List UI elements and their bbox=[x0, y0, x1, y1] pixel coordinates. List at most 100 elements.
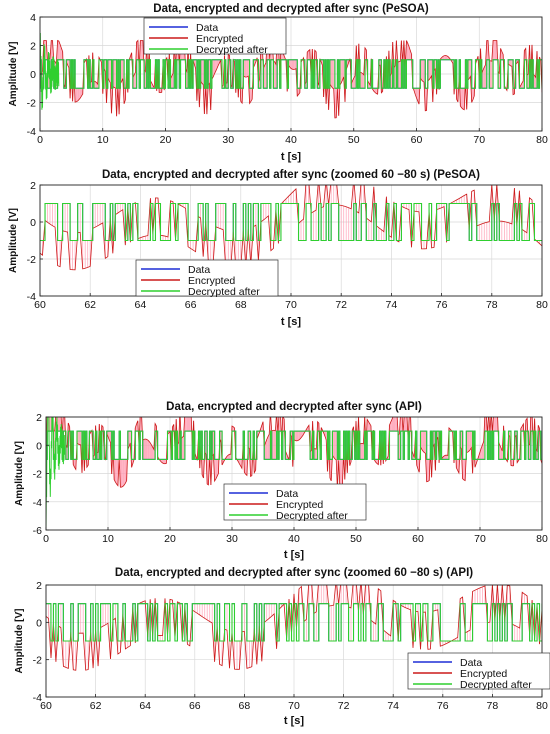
x-tick-label: 76 bbox=[437, 700, 449, 712]
x-tick-label: 60 bbox=[411, 134, 423, 146]
x-axis-label: t [s] bbox=[281, 316, 302, 328]
legend-box bbox=[407, 652, 550, 690]
y-tick-label: -2 bbox=[27, 254, 36, 266]
series-line-encrypted bbox=[46, 585, 542, 671]
y-tick-label: 0 bbox=[30, 217, 36, 229]
series-line-decrypted bbox=[46, 603, 542, 642]
legend-label: Decrypted after bbox=[276, 510, 348, 522]
x-tick-label: 80 bbox=[536, 299, 548, 311]
series-group bbox=[40, 32, 542, 119]
x-tick-label: 68 bbox=[239, 700, 251, 712]
x-axis-label: t [s] bbox=[281, 151, 302, 163]
legend-label: Encrypted bbox=[188, 275, 235, 287]
legend-box bbox=[135, 259, 279, 297]
legend-label: Encrypted bbox=[460, 668, 507, 680]
series-line-decrypted bbox=[40, 59, 542, 89]
x-tick-label: 70 bbox=[288, 700, 300, 712]
x-tick-label: 40 bbox=[288, 533, 300, 545]
y-tick-label: 0 bbox=[30, 69, 36, 81]
legend-label: Decrypted after bbox=[460, 679, 532, 691]
chart-panel-1: Data, encrypted and decrypted after sync… bbox=[8, 3, 548, 163]
series-line-decrypted bbox=[40, 202, 542, 242]
y-tick-label: -2 bbox=[33, 469, 42, 481]
x-tick-label: 10 bbox=[97, 134, 109, 146]
x-tick-label: 40 bbox=[285, 134, 297, 146]
y-tick-label: 0 bbox=[36, 440, 42, 452]
legend-label: Data bbox=[276, 488, 298, 500]
x-tick-label: 0 bbox=[37, 134, 43, 146]
x-axis-label: t [s] bbox=[284, 715, 305, 727]
legend-box bbox=[143, 17, 287, 55]
chart-title: Data, encrypted and decrypted after sync… bbox=[115, 567, 473, 579]
x-tick-label: 72 bbox=[335, 299, 347, 311]
x-tick-label: 10 bbox=[102, 533, 114, 545]
x-tick-label: 80 bbox=[536, 700, 548, 712]
legend-box bbox=[223, 483, 367, 521]
x-tick-label: 80 bbox=[536, 533, 548, 545]
x-tick-label: 60 bbox=[40, 700, 52, 712]
y-tick-label: 4 bbox=[30, 12, 36, 24]
x-tick-label: 60 bbox=[34, 299, 46, 311]
x-tick-label: 0 bbox=[43, 533, 49, 545]
y-tick-label: 2 bbox=[36, 412, 42, 424]
x-tick-label: 78 bbox=[486, 299, 498, 311]
x-tick-label: 30 bbox=[222, 134, 234, 146]
x-tick-label: 64 bbox=[135, 299, 147, 311]
y-axis-label: Amplitude [V] bbox=[8, 42, 19, 107]
x-tick-label: 30 bbox=[226, 533, 238, 545]
x-tick-label: 68 bbox=[235, 299, 247, 311]
x-axis-label: t [s] bbox=[284, 549, 305, 561]
series-group bbox=[46, 417, 542, 528]
y-tick-label: -4 bbox=[33, 692, 42, 704]
x-tick-label: 74 bbox=[386, 299, 398, 311]
x-tick-label: 66 bbox=[189, 700, 201, 712]
series-line-encrypted bbox=[40, 39, 542, 119]
x-tick-label: 62 bbox=[90, 700, 102, 712]
legend-label: Decrypted after bbox=[188, 286, 260, 298]
legend-label: Data bbox=[196, 22, 218, 34]
chart-panel-3: Data, encrypted and decrypted after sync… bbox=[14, 401, 548, 561]
chart-title: Data, encrypted and decrypted after sync… bbox=[102, 169, 480, 181]
y-tick-label: -2 bbox=[27, 98, 36, 110]
y-tick-label: -2 bbox=[33, 655, 42, 667]
y-tick-label: -4 bbox=[33, 497, 42, 509]
x-tick-label: 80 bbox=[536, 134, 548, 146]
series-line-encrypted bbox=[40, 185, 542, 271]
legend-label: Data bbox=[460, 657, 482, 669]
y-tick-label: -4 bbox=[27, 291, 36, 303]
decrypted-transient bbox=[46, 417, 66, 528]
chart-title: Data, encrypted and decrypted after sync… bbox=[153, 3, 429, 15]
y-axis-label: Amplitude [V] bbox=[14, 609, 25, 674]
x-tick-label: 60 bbox=[412, 533, 424, 545]
y-tick-label: 2 bbox=[30, 180, 36, 192]
y-tick-label: -6 bbox=[33, 525, 42, 537]
legend-label: Encrypted bbox=[196, 33, 243, 45]
x-tick-label: 70 bbox=[473, 134, 485, 146]
x-tick-label: 78 bbox=[487, 700, 499, 712]
chart-panel-2: Data, encrypted and decrypted after sync… bbox=[8, 169, 548, 328]
series-group bbox=[46, 585, 542, 671]
chart-title: Data, encrypted and decrypted after sync… bbox=[166, 401, 422, 413]
x-tick-label: 70 bbox=[285, 299, 297, 311]
x-tick-label: 72 bbox=[338, 700, 350, 712]
decrypted-transient bbox=[40, 32, 60, 110]
legend-label: Encrypted bbox=[276, 499, 323, 511]
x-tick-label: 66 bbox=[185, 299, 197, 311]
legend-label: Data bbox=[188, 264, 210, 276]
x-tick-label: 50 bbox=[350, 533, 362, 545]
x-tick-label: 20 bbox=[164, 533, 176, 545]
x-tick-label: 74 bbox=[387, 700, 399, 712]
x-tick-label: 70 bbox=[474, 533, 486, 545]
y-tick-label: 0 bbox=[36, 617, 42, 629]
x-tick-label: 76 bbox=[436, 299, 448, 311]
chart-panel-4: Data, encrypted and decrypted after sync… bbox=[14, 567, 550, 727]
series-group bbox=[40, 185, 542, 271]
legend-label: Decrypted after bbox=[196, 44, 268, 56]
y-axis-label: Amplitude [V] bbox=[14, 441, 25, 506]
y-tick-label: 2 bbox=[36, 580, 42, 592]
